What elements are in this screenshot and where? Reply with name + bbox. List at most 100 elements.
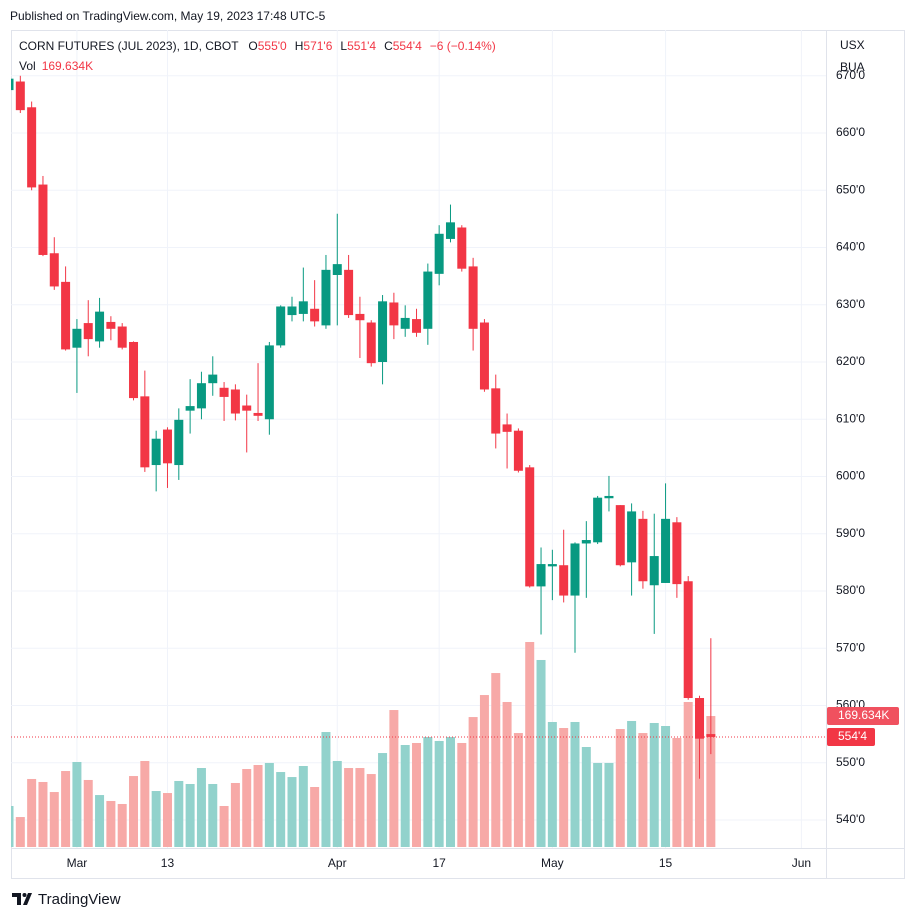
volume-bar bbox=[661, 726, 671, 847]
published-note: Published on TradingView.com, May 19, 20… bbox=[10, 9, 326, 23]
y-tick-label: 640'0 bbox=[836, 240, 865, 254]
candle-body bbox=[38, 184, 48, 255]
volume-bar bbox=[287, 777, 297, 847]
volume-bar bbox=[615, 729, 625, 847]
y-tick-label: 610'0 bbox=[836, 411, 865, 425]
volume-pane bbox=[11, 642, 716, 847]
candle-body bbox=[310, 308, 320, 322]
candle-body bbox=[683, 581, 693, 699]
volume-bar bbox=[627, 720, 637, 847]
volume-bar bbox=[559, 728, 569, 847]
candle-body bbox=[581, 540, 591, 544]
volume-bar bbox=[15, 817, 25, 847]
candle-body bbox=[321, 269, 331, 326]
volume-bar bbox=[491, 673, 501, 847]
x-tick-label: Jun bbox=[792, 856, 811, 870]
currency: USX bbox=[840, 38, 865, 52]
chart-frame bbox=[11, 30, 905, 879]
volume-bar bbox=[593, 762, 603, 847]
y-tick-label: 550'0 bbox=[836, 755, 865, 769]
candle-body bbox=[491, 388, 501, 434]
volume-bar bbox=[423, 737, 433, 847]
volume-bar bbox=[298, 766, 308, 847]
candle-body bbox=[638, 518, 648, 582]
volume-bar bbox=[11, 806, 14, 847]
legend-key: O bbox=[248, 39, 257, 53]
volume-bar bbox=[61, 771, 71, 847]
legend-value: 554'4 bbox=[393, 39, 422, 53]
volume-bar bbox=[378, 753, 388, 847]
volume-bar bbox=[185, 783, 195, 847]
volume-bar bbox=[468, 717, 478, 847]
x-tick-label: 13 bbox=[161, 856, 175, 870]
volume-bar bbox=[174, 780, 184, 847]
candle-body bbox=[400, 317, 410, 329]
volume-key: Vol bbox=[19, 59, 36, 73]
legend-value: 571'6 bbox=[303, 39, 332, 53]
volume-bar bbox=[638, 733, 648, 847]
candle-body bbox=[649, 556, 659, 586]
candle-body bbox=[468, 266, 478, 329]
candle-body bbox=[230, 389, 240, 414]
candle-body bbox=[672, 522, 682, 585]
candle-body bbox=[72, 328, 82, 348]
legend-key: H bbox=[295, 39, 304, 53]
volume-bar bbox=[412, 742, 422, 847]
volume-bar bbox=[445, 737, 455, 847]
candle-body bbox=[525, 467, 535, 587]
volume-bar bbox=[83, 779, 93, 847]
candle-body bbox=[49, 253, 59, 287]
y-tick-label: 670'0 bbox=[836, 68, 865, 82]
volume-bar bbox=[321, 732, 331, 847]
x-tick-label: May bbox=[541, 856, 564, 870]
candle-body bbox=[445, 222, 455, 239]
symbol: CORN FUTURES (JUL 2023), 1D, CBOT bbox=[19, 39, 239, 53]
candle-body bbox=[196, 383, 206, 409]
candle-body bbox=[185, 406, 195, 411]
volume-bar bbox=[310, 787, 320, 847]
volume-bar bbox=[536, 659, 546, 847]
candle-body bbox=[151, 438, 161, 466]
candle-body bbox=[15, 81, 25, 111]
volume-bar bbox=[253, 765, 263, 847]
volume-bar bbox=[513, 733, 523, 847]
y-tick-label: 620'0 bbox=[836, 354, 865, 368]
legend-value: 551'4 bbox=[347, 39, 376, 53]
candle-body bbox=[661, 518, 671, 583]
y-tick-label: 650'0 bbox=[836, 182, 865, 196]
candle-body bbox=[287, 306, 297, 316]
candle-body bbox=[276, 306, 286, 346]
x-tick-label: 17 bbox=[432, 856, 446, 870]
volume-bar bbox=[457, 742, 467, 847]
candle-body bbox=[479, 322, 489, 390]
volume-bar bbox=[140, 760, 150, 847]
candle-body bbox=[140, 396, 150, 468]
candle-body bbox=[355, 313, 365, 321]
candle-body bbox=[627, 511, 637, 563]
volume-bar bbox=[38, 781, 48, 847]
legend-line: CORN FUTURES (JUL 2023), 1D, CBOT O555'0 H… bbox=[19, 39, 496, 53]
candle-body bbox=[95, 311, 105, 342]
volume-bar bbox=[49, 792, 59, 847]
brand-logo bbox=[12, 893, 32, 905]
y-tick-label: 540'0 bbox=[836, 812, 865, 826]
volume-bar bbox=[604, 762, 614, 847]
volume-bar bbox=[525, 642, 535, 847]
volume-bar bbox=[355, 768, 365, 847]
volume-bar bbox=[117, 803, 127, 847]
candle-body bbox=[412, 319, 422, 333]
candle-body bbox=[242, 405, 252, 411]
candle-body bbox=[61, 281, 71, 350]
x-tick-label: Apr bbox=[328, 856, 347, 870]
volume-bar bbox=[706, 716, 716, 847]
volume-bar bbox=[649, 722, 659, 847]
volume-bar bbox=[479, 695, 489, 847]
volume-bar bbox=[106, 800, 116, 847]
y-tick-label: 660'0 bbox=[836, 125, 865, 139]
candle-body bbox=[83, 323, 93, 340]
candle-body bbox=[174, 419, 184, 466]
candle-body bbox=[298, 301, 308, 314]
candle-body bbox=[695, 698, 705, 739]
candle-body bbox=[344, 269, 354, 316]
